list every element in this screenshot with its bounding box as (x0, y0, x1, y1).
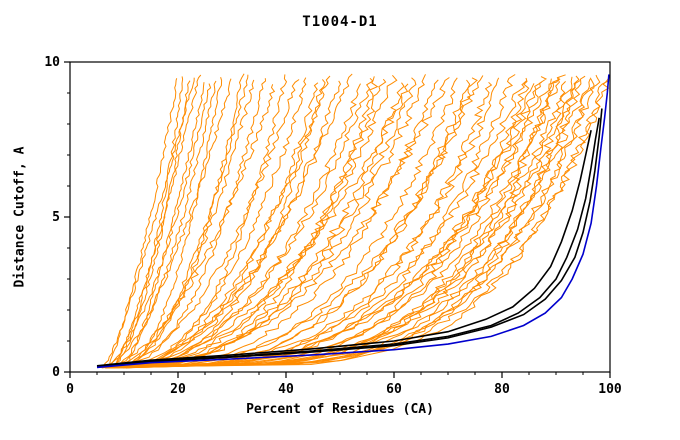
x-tick-label: 20 (170, 382, 186, 397)
prediction-curve (119, 77, 223, 368)
x-tick-label: 40 (278, 382, 294, 397)
prediction-curve (111, 76, 548, 368)
prediction-curve (109, 74, 426, 368)
prediction-curve (117, 79, 471, 369)
prediction-curve (116, 78, 591, 368)
prediction-curve (111, 78, 267, 368)
prediction-curve (113, 79, 326, 368)
prediction-curve (113, 77, 307, 368)
prediction-curve (104, 78, 561, 368)
prediction-curve (116, 77, 478, 368)
prediction-curve (100, 78, 552, 368)
y-tick-label: 0 (52, 365, 60, 380)
y-axis-label: Distance Cutoff, A (12, 146, 28, 288)
prediction-curve (121, 77, 530, 368)
prediction-curve (123, 75, 331, 368)
prediction-curve (105, 83, 361, 369)
y-tick-label: 10 (44, 55, 60, 70)
y-tick-label: 5 (52, 210, 60, 225)
prediction-curve (125, 77, 417, 369)
prediction-curve (105, 77, 450, 369)
x-tick-label: 0 (66, 382, 74, 397)
prediction-curve (106, 79, 300, 368)
reference-model-curve (96, 108, 603, 368)
prediction-curve (122, 74, 601, 368)
prediction-curve (111, 77, 500, 369)
prediction-curve (116, 77, 374, 368)
prediction-curve (101, 75, 484, 369)
x-axis-label: Percent of Residues (CA) (246, 402, 434, 417)
prediction-curve (120, 74, 249, 369)
chart-title: T1004-D1 (302, 14, 378, 30)
prediction-curve (111, 80, 217, 369)
prediction-curve (105, 78, 387, 369)
reference-model-curve (96, 130, 592, 367)
prediction-curve (103, 78, 178, 369)
prediction-curve (106, 83, 535, 368)
prediction-curve (108, 78, 232, 369)
prediction-curve (104, 84, 276, 368)
prediction-curve (112, 81, 566, 368)
prediction-curve (126, 80, 581, 369)
prediction-curve (108, 74, 398, 369)
prediction-curve (101, 76, 184, 369)
prediction-curve (111, 76, 610, 369)
best-model-curve (96, 74, 610, 369)
prediction-curve (104, 77, 458, 368)
x-tick-label: 80 (494, 382, 510, 397)
x-tick-label: 100 (598, 382, 622, 397)
prediction-curve (110, 73, 353, 368)
prediction-curve (104, 76, 379, 368)
prediction-curve (107, 77, 195, 369)
prediction-curve (105, 80, 342, 369)
prediction-curve (105, 81, 542, 369)
prediction-curve (116, 79, 439, 368)
prediction-curve (123, 82, 205, 369)
prediction-curve (111, 80, 609, 368)
prediction-curve (122, 81, 493, 369)
prediction-curve (106, 76, 573, 369)
prediction-curve (117, 83, 409, 369)
prediction-curve (104, 80, 527, 368)
x-tick-label: 60 (386, 382, 402, 397)
prediction-curve (116, 75, 580, 369)
prediction-curve (112, 74, 202, 368)
prediction-curve (101, 83, 212, 369)
prediction-curve (98, 77, 595, 368)
